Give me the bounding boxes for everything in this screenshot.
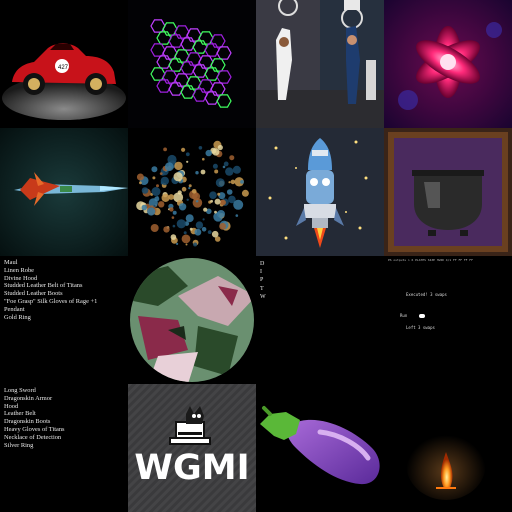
- terminal-output-tile[interactable]: PS outputs > 6 PLATES SIZE 3WID 4/1 FF F…: [384, 256, 512, 384]
- equipment-item: Silver Ring: [4, 441, 34, 449]
- cauldron-icon: [384, 128, 512, 256]
- equipment-item: Necklace of Detection: [4, 433, 62, 441]
- letter: T: [260, 285, 264, 292]
- terminal-cursor-icon: [419, 314, 425, 318]
- equipment-item: Dragonskin Armor: [4, 394, 53, 402]
- terminal-line: Run: [400, 313, 408, 318]
- letter: D: [260, 261, 265, 267]
- car-number-badge: 427: [58, 65, 69, 71]
- equipment-item: Hood: [4, 402, 19, 410]
- equipment-item: Heavy Gloves of Titans: [4, 425, 65, 433]
- neon-fractal-flower-tile[interactable]: [384, 0, 512, 128]
- spaceship-tile[interactable]: [0, 128, 128, 256]
- letter: P: [260, 277, 264, 284]
- equipment-item: Studded Leather Boots: [4, 290, 63, 298]
- cat-top-hat-icon: [128, 384, 256, 512]
- equipment-item: Maul: [4, 259, 18, 266]
- eggplant-icon: [256, 384, 384, 512]
- equipment-item: "Foe Grasp" Silk Gloves of Rage +1: [4, 297, 98, 305]
- camo-planet-tile[interactable]: [128, 256, 256, 384]
- equipment-item: Divine Hood: [4, 274, 38, 282]
- campfire-night-tile[interactable]: [384, 384, 512, 512]
- equipment-item: Gold Ring: [4, 313, 31, 321]
- equipment-item: Dragonskin Boots: [4, 418, 51, 426]
- spaceship-icon: [0, 128, 128, 256]
- equipment-item: Long Sword: [4, 387, 36, 394]
- terminal-line: Left 3 swaps: [406, 325, 435, 330]
- cauldron-tile[interactable]: [384, 128, 512, 256]
- equipment-item: Leather Belt: [4, 410, 36, 418]
- robot-rocket-icon: [256, 128, 384, 256]
- wgmi-text: WGMI: [134, 448, 250, 488]
- equipment-list: Maul Linen Robe Divine Hood Studded Leat…: [4, 259, 97, 321]
- cosmic-sphere-tile[interactable]: [128, 128, 256, 256]
- terminal-line: Executed! 3 swaps: [406, 292, 447, 297]
- letter: W: [260, 293, 266, 300]
- equipment-list: Long Sword Dragonskin Armor Hood Leather…: [4, 387, 65, 449]
- equipment-item: Linen Robe: [4, 266, 34, 274]
- letter: I: [260, 269, 262, 276]
- campfire-icon: [384, 384, 512, 512]
- hexagon-lattice-icon: [128, 0, 256, 128]
- eggplant-emoji-tile[interactable]: [256, 384, 384, 512]
- letter-column: D I P T W: [260, 260, 266, 301]
- red-racing-car-tile[interactable]: 427: [0, 0, 128, 128]
- basketball-players-icon: [256, 0, 384, 128]
- camo-planet-icon: [128, 256, 256, 384]
- equipment-item: Studded Leather Belt of Titans: [4, 282, 83, 290]
- fractal-flower-icon: [384, 0, 512, 128]
- wgmi-cat-tile[interactable]: WGMI: [128, 384, 256, 512]
- equipment-list-tile-2[interactable]: Long Sword Dragonskin Armor Hood Leather…: [0, 384, 128, 512]
- letter-column-tile[interactable]: D I P T W: [256, 256, 384, 384]
- red-racing-car-icon: 427: [0, 0, 128, 128]
- neon-hexagon-lattice-tile[interactable]: [128, 0, 256, 128]
- equipment-item: Pendant: [4, 305, 25, 313]
- basketball-dunk-photo-tile[interactable]: [256, 0, 384, 128]
- robot-rocket-tile[interactable]: [256, 128, 384, 256]
- equipment-list-tile[interactable]: Maul Linen Robe Divine Hood Studded Leat…: [0, 256, 128, 384]
- cosmic-sphere-icon: [128, 128, 256, 256]
- terminal-header: PS outputs > 6 PLATES SIZE 3WID 4/1 FF F…: [388, 258, 473, 262]
